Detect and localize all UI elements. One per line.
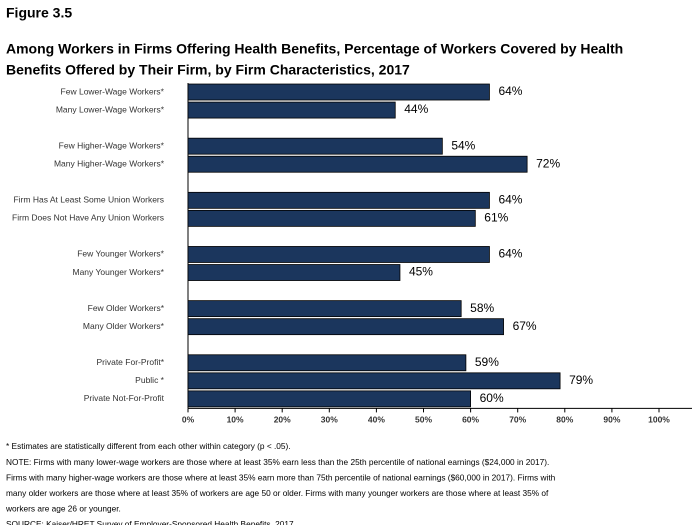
bar: [187, 83, 490, 101]
value-label: 58%: [470, 301, 494, 315]
value-label: 67%: [513, 319, 537, 333]
x-tick-label: 50%: [415, 415, 432, 425]
figure-label: Figure 3.5: [6, 5, 72, 21]
value-label: 45%: [409, 265, 433, 279]
chart-title: Among Workers in Firms Offering Health B…: [6, 41, 623, 57]
value-label: 54%: [451, 138, 475, 152]
y-tick-label: Few Lower-Wage Workers*: [61, 86, 165, 96]
x-tick-label: 0%: [182, 415, 195, 425]
bar: [187, 264, 401, 281]
chart-title: Benefits Offered by Their Firm, by Firm …: [6, 62, 410, 78]
y-tick-label: Private For-Profit*: [96, 357, 164, 367]
bar: [187, 318, 504, 336]
bar: [187, 390, 472, 408]
value-label: 60%: [480, 391, 504, 405]
y-tick-label: Many Younger Workers*: [72, 267, 164, 277]
y-tick-label: Public *: [135, 375, 165, 385]
bar: [187, 300, 462, 318]
value-label: 44%: [404, 102, 428, 116]
y-tick-label: Firm Has At Least Some Union Workers: [13, 195, 164, 205]
x-tick-label: 10%: [227, 415, 244, 425]
y-tick-label: Few Younger Workers*: [77, 249, 164, 259]
x-tick-label: 80%: [556, 415, 573, 425]
x-tick-label: 70%: [509, 415, 526, 425]
bar: [187, 354, 467, 372]
value-label: 61%: [484, 211, 508, 225]
bar: [187, 246, 490, 263]
note: NOTE: Firms with many lower-wage workers…: [6, 457, 549, 467]
bar: [187, 372, 561, 390]
y-tick-label: Private Not-For-Profit: [84, 393, 165, 403]
bar: [187, 137, 443, 155]
x-tick-label: 40%: [368, 415, 385, 425]
x-tick-label: 60%: [462, 415, 479, 425]
y-tick-label: Many Older Workers*: [83, 321, 165, 331]
bar: [187, 209, 476, 227]
y-tick-label: Many Lower-Wage Workers*: [56, 104, 165, 114]
value-label: 79%: [569, 373, 593, 387]
y-tick-label: Many Higher-Wage Workers*: [54, 158, 165, 168]
bar: [187, 191, 490, 209]
x-tick-label: 30%: [321, 415, 338, 425]
note: SOURCE: Kaiser/HRET Survey of Employer-S…: [6, 519, 294, 525]
bar: [187, 101, 396, 119]
value-label: 64%: [498, 192, 522, 206]
note: many older workers are those where at le…: [6, 488, 549, 498]
y-tick-label: Few Older Workers*: [88, 303, 165, 313]
value-label: 59%: [475, 355, 499, 369]
y-tick-label: Firm Does Not Have Any Union Workers: [12, 213, 164, 223]
y-tick-label: Few Higher-Wage Workers*: [59, 140, 165, 150]
note: Firms with many higher-wage workers are …: [6, 472, 556, 482]
value-label: 72%: [536, 156, 560, 170]
note: workers are age 26 or younger.: [5, 504, 121, 514]
x-tick-label: 100%: [648, 415, 670, 425]
note: * Estimates are statistically different …: [6, 441, 291, 451]
x-tick-label: 90%: [603, 415, 620, 425]
x-tick-label: 20%: [274, 415, 291, 425]
bar: [187, 155, 528, 173]
value-label: 64%: [498, 84, 522, 98]
value-label: 64%: [498, 247, 522, 261]
